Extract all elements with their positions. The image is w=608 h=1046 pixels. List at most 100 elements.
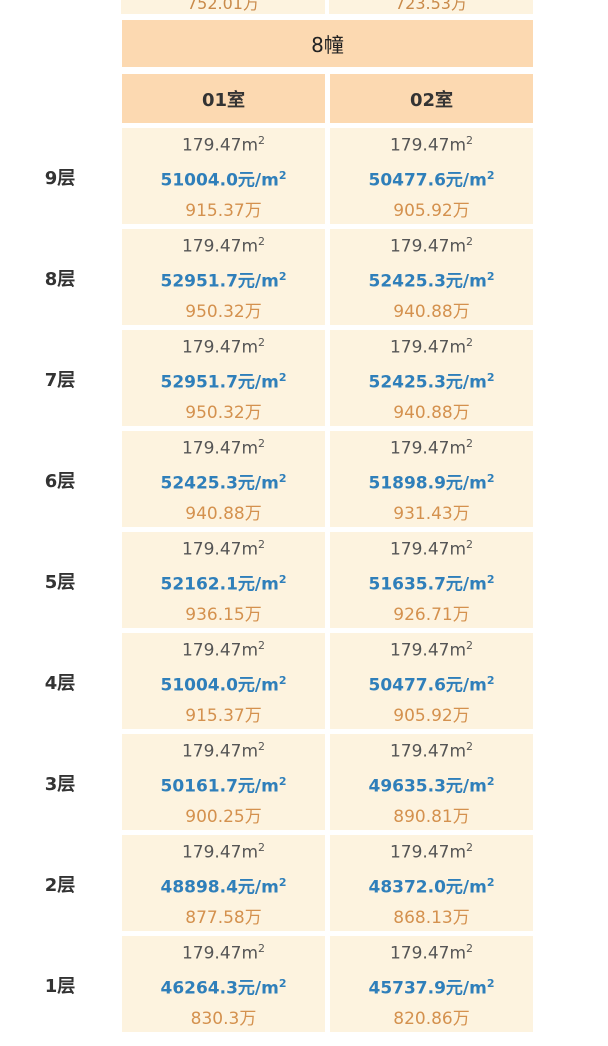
unit-price-cell: 179.47m2 52425.3元/m2 940.88万 — [122, 431, 325, 527]
area-value: 179.47m2 — [181, 639, 266, 661]
unit-price-cell: 179.47m2 50477.6元/m2 905.92万 — [330, 128, 533, 224]
area-exponent: 2 — [466, 134, 474, 148]
unit-header-01: 01室 — [122, 74, 325, 123]
area-exponent: 2 — [258, 437, 266, 451]
price-exponent: 2 — [486, 371, 495, 384]
total-price-value: 820.86万 — [393, 1008, 470, 1029]
area-value: 179.47m2 — [181, 538, 266, 560]
total-price-value: 936.15万 — [185, 604, 262, 625]
unit-price-value: 50477.6元/m2 — [368, 674, 495, 696]
area-value: 179.47m2 — [181, 841, 266, 863]
floor-label: 7层 — [44, 370, 76, 391]
floor-label: 6层 — [44, 471, 76, 492]
partial-cell: 723.53万 — [329, 0, 533, 14]
total-price-value: 900.25万 — [185, 806, 262, 827]
total-price-value: 926.71万 — [393, 604, 470, 625]
total-price-value: 905.92万 — [393, 705, 470, 726]
total-price-value: 950.32万 — [185, 301, 262, 322]
unit-price-cell: 179.47m2 52951.7元/m2 950.32万 — [122, 330, 325, 426]
area-exponent: 2 — [258, 740, 266, 754]
price-exponent: 2 — [486, 977, 495, 990]
unit-header-02: 02室 — [330, 74, 533, 123]
price-exponent: 2 — [486, 573, 495, 586]
unit-price-cell: 179.47m2 51898.9元/m2 931.43万 — [330, 431, 533, 527]
total-price-value: 915.37万 — [185, 705, 262, 726]
unit-price-cell: 179.47m2 46264.3元/m2 830.3万 — [122, 936, 325, 1032]
price-exponent: 2 — [278, 775, 287, 788]
price-exponent: 2 — [278, 270, 287, 283]
floor-label: 4层 — [44, 673, 76, 694]
area-exponent: 2 — [258, 639, 266, 653]
total-price-value: 940.88万 — [393, 402, 470, 423]
floor-label: 5层 — [44, 572, 76, 593]
total-price-value: 940.88万 — [393, 301, 470, 322]
area-value: 179.47m2 — [389, 740, 474, 762]
unit-price-cell: 179.47m2 51635.7元/m2 926.71万 — [330, 532, 533, 628]
price-exponent: 2 — [278, 674, 287, 687]
unit-price-value: 50477.6元/m2 — [368, 169, 495, 191]
area-value: 179.47m2 — [389, 336, 474, 358]
unit-price-value: 52425.3元/m2 — [368, 270, 495, 292]
unit-price-cell: 179.47m2 45737.9元/m2 820.86万 — [330, 936, 533, 1032]
total-price-value: 830.3万 — [190, 1008, 257, 1029]
area-value: 179.47m2 — [181, 437, 266, 459]
unit-price-value: 50161.7元/m2 — [160, 775, 287, 797]
price-exponent: 2 — [278, 472, 287, 485]
total-price-value: 950.32万 — [185, 402, 262, 423]
partial-total: 752.01万 — [187, 0, 259, 13]
unit-price-cell: 179.47m2 51004.0元/m2 915.37万 — [122, 633, 325, 729]
price-exponent: 2 — [486, 775, 495, 788]
area-exponent: 2 — [466, 235, 474, 249]
price-exponent: 2 — [278, 371, 287, 384]
unit-price-cell: 179.47m2 48898.4元/m2 877.58万 — [122, 835, 325, 931]
area-exponent: 2 — [466, 639, 474, 653]
unit-price-value: 51004.0元/m2 — [160, 169, 287, 191]
area-exponent: 2 — [466, 841, 474, 855]
previous-building-partial-row: 752.01万 723.53万 — [121, 0, 533, 14]
unit-price-cell: 179.47m2 51004.0元/m2 915.37万 — [122, 128, 325, 224]
area-value: 179.47m2 — [389, 841, 474, 863]
area-value: 179.47m2 — [389, 235, 474, 257]
area-value: 179.47m2 — [181, 235, 266, 257]
area-exponent: 2 — [466, 437, 474, 451]
total-price-value: 877.58万 — [185, 907, 262, 928]
area-value: 179.47m2 — [389, 538, 474, 560]
price-exponent: 2 — [486, 169, 495, 182]
unit-price-cell: 179.47m2 52162.1元/m2 936.15万 — [122, 532, 325, 628]
unit-price-cell: 179.47m2 52951.7元/m2 950.32万 — [122, 229, 325, 325]
unit-price-cell: 179.47m2 48372.0元/m2 868.13万 — [330, 835, 533, 931]
area-exponent: 2 — [258, 235, 266, 249]
total-price-value: 868.13万 — [393, 907, 470, 928]
area-exponent: 2 — [258, 336, 266, 350]
unit-price-value: 49635.3元/m2 — [368, 775, 495, 797]
unit-price-value: 51635.7元/m2 — [368, 573, 495, 595]
floor-label: 1层 — [44, 976, 76, 997]
area-value: 179.47m2 — [181, 336, 266, 358]
total-price-value: 915.37万 — [185, 200, 262, 221]
area-exponent: 2 — [466, 336, 474, 350]
unit-price-value: 52951.7元/m2 — [160, 270, 287, 292]
unit-price-value: 48372.0元/m2 — [368, 876, 495, 898]
area-value: 179.47m2 — [181, 740, 266, 762]
price-exponent: 2 — [278, 573, 287, 586]
total-price-value: 940.88万 — [185, 503, 262, 524]
price-exponent: 2 — [278, 169, 287, 182]
area-exponent: 2 — [258, 134, 266, 148]
floor-label: 8层 — [44, 269, 76, 290]
price-exponent: 2 — [486, 270, 495, 283]
price-exponent: 2 — [486, 472, 495, 485]
area-value: 179.47m2 — [181, 942, 266, 964]
partial-cell: 752.01万 — [121, 0, 325, 14]
price-exponent: 2 — [486, 674, 495, 687]
unit-price-cell: 179.47m2 50477.6元/m2 905.92万 — [330, 633, 533, 729]
floor-label: 2层 — [44, 875, 76, 896]
area-exponent: 2 — [258, 538, 266, 552]
area-exponent: 2 — [258, 942, 266, 956]
unit-price-value: 46264.3元/m2 — [160, 977, 287, 999]
price-exponent: 2 — [278, 876, 287, 889]
area-exponent: 2 — [258, 841, 266, 855]
area-exponent: 2 — [466, 740, 474, 754]
total-price-value: 905.92万 — [393, 200, 470, 221]
unit-price-cell: 179.47m2 52425.3元/m2 940.88万 — [330, 330, 533, 426]
